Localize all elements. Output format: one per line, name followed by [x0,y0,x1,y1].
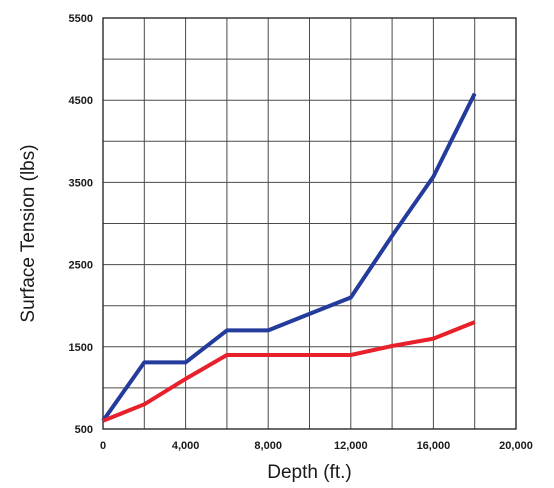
y-tick-label: 4500 [69,95,93,107]
x-tick-label: 12,000 [334,440,368,452]
y-tick-label: 500 [75,424,93,436]
x-axis-ticks: 0 4,000 8,000 12,000 16,000 20,000 [100,440,533,452]
x-axis-title: Depth (ft.) [267,462,351,483]
series-line-2 [102,320,476,423]
y-tick-label: 5500 [69,13,93,25]
y-axis-ticks: 500 1500 2500 3500 4500 5500 [69,13,93,436]
x-tick-label: 16,000 [417,440,451,452]
series-line-1 [101,92,477,422]
series-lines [101,92,477,423]
grid [102,17,517,430]
x-tick-label: 4,000 [172,440,200,452]
plot-frame [102,17,517,430]
y-tick-label: 3500 [69,177,93,189]
x-tick-label: 20,000 [499,440,533,452]
y-tick-label: 2500 [69,260,93,272]
x-tick-label: 0 [100,440,106,452]
x-tick-label: 8,000 [254,440,282,452]
y-axis-title: Surface Tension (lbs) [18,144,39,322]
y-tick-label: 1500 [69,342,93,354]
